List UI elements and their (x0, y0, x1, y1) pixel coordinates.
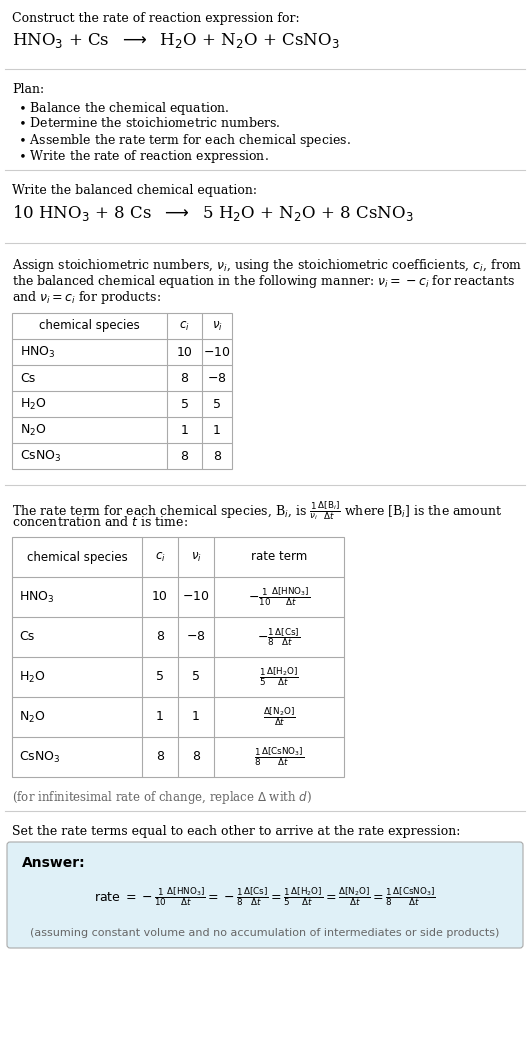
Text: 5: 5 (192, 670, 200, 683)
Text: and $\nu_i = c_i$ for products:: and $\nu_i = c_i$ for products: (12, 289, 161, 306)
Text: Write the balanced chemical equation:: Write the balanced chemical equation: (12, 184, 257, 197)
Text: $\bullet$ Balance the chemical equation.: $\bullet$ Balance the chemical equation. (18, 100, 229, 117)
Text: $c_i$: $c_i$ (179, 319, 190, 333)
Text: $-\frac{1}{8}\frac{\Delta[\mathrm{Cs}]}{\Delta t}$: $-\frac{1}{8}\frac{\Delta[\mathrm{Cs}]}{… (258, 627, 301, 647)
Text: 1: 1 (213, 424, 221, 436)
Text: $\nu_i$: $\nu_i$ (211, 319, 223, 333)
Text: Set the rate terms equal to each other to arrive at the rate expression:: Set the rate terms equal to each other t… (12, 825, 461, 838)
Text: Answer:: Answer: (22, 856, 86, 870)
Text: Cs: Cs (20, 371, 36, 385)
Text: H$_2$O: H$_2$O (20, 396, 47, 411)
Text: $-8$: $-8$ (207, 371, 227, 385)
Text: 1: 1 (181, 424, 189, 436)
Text: Construct the rate of reaction expression for:: Construct the rate of reaction expressio… (12, 12, 299, 25)
Text: 10: 10 (176, 345, 192, 359)
Text: $\frac{1}{5}\frac{\Delta[\mathrm{H_2O}]}{\Delta t}$: $\frac{1}{5}\frac{\Delta[\mathrm{H_2O}]}… (259, 665, 299, 688)
Text: 1: 1 (192, 710, 200, 724)
Text: 8: 8 (181, 450, 189, 462)
Text: HNO$_3$: HNO$_3$ (19, 590, 55, 605)
Text: $\frac{\Delta[\mathrm{N_2O}]}{\Delta t}$: $\frac{\Delta[\mathrm{N_2O}]}{\Delta t}$ (263, 706, 295, 728)
Text: $-10$: $-10$ (203, 345, 231, 359)
Text: 5: 5 (213, 397, 221, 410)
Text: $\bullet$ Write the rate of reaction expression.: $\bullet$ Write the rate of reaction exp… (18, 147, 269, 165)
Text: $-8$: $-8$ (186, 631, 206, 643)
Text: CsNO$_3$: CsNO$_3$ (19, 749, 60, 765)
Text: the balanced chemical equation in the following manner: $\nu_i = -c_i$ for react: the balanced chemical equation in the fo… (12, 273, 515, 290)
Text: Plan:: Plan: (12, 83, 44, 96)
Text: N$_2$O: N$_2$O (20, 423, 47, 437)
Text: Assign stoichiometric numbers, $\nu_i$, using the stoichiometric coefficients, $: Assign stoichiometric numbers, $\nu_i$, … (12, 257, 522, 274)
Text: $c_i$: $c_i$ (155, 550, 165, 564)
Text: $-\frac{1}{10}\frac{\Delta[\mathrm{HNO_3}]}{\Delta t}$: $-\frac{1}{10}\frac{\Delta[\mathrm{HNO_3… (248, 586, 310, 609)
Text: chemical species: chemical species (39, 319, 140, 333)
Text: $\bullet$ Assemble the rate term for each chemical species.: $\bullet$ Assemble the rate term for eac… (18, 132, 351, 149)
FancyBboxPatch shape (7, 842, 523, 948)
Text: 8: 8 (213, 450, 221, 462)
Text: CsNO$_3$: CsNO$_3$ (20, 449, 61, 463)
Text: HNO$_3$: HNO$_3$ (20, 344, 56, 360)
Text: $\frac{1}{8}\frac{\Delta[\mathrm{CsNO_3}]}{\Delta t}$: $\frac{1}{8}\frac{\Delta[\mathrm{CsNO_3}… (254, 746, 304, 769)
Text: (for infinitesimal rate of change, replace $\Delta$ with $d$): (for infinitesimal rate of change, repla… (12, 789, 312, 806)
Text: 1: 1 (156, 710, 164, 724)
Text: $\nu_i$: $\nu_i$ (191, 550, 201, 564)
Text: (assuming constant volume and no accumulation of intermediates or side products): (assuming constant volume and no accumul… (30, 928, 500, 938)
Text: 8: 8 (156, 750, 164, 764)
Text: Cs: Cs (19, 631, 34, 643)
Text: N$_2$O: N$_2$O (19, 709, 46, 725)
Text: 5: 5 (181, 397, 189, 410)
Text: chemical species: chemical species (26, 550, 127, 564)
Text: 10 HNO$_3$ + 8 Cs  $\longrightarrow$  5 H$_2$O + N$_2$O + 8 CsNO$_3$: 10 HNO$_3$ + 8 Cs $\longrightarrow$ 5 H$… (12, 203, 413, 223)
Text: The rate term for each chemical species, B$_i$, is $\frac{1}{\nu_i}\frac{\Delta[: The rate term for each chemical species,… (12, 499, 502, 522)
Text: 10: 10 (152, 591, 168, 604)
Text: HNO$_3$ + Cs  $\longrightarrow$  H$_2$O + N$_2$O + CsNO$_3$: HNO$_3$ + Cs $\longrightarrow$ H$_2$O + … (12, 31, 340, 50)
Text: rate $= -\frac{1}{10}\frac{\Delta[\mathrm{HNO_3}]}{\Delta t} = -\frac{1}{8}\frac: rate $= -\frac{1}{10}\frac{\Delta[\mathr… (94, 886, 436, 908)
Text: H$_2$O: H$_2$O (19, 669, 46, 684)
Text: $\bullet$ Determine the stoichiometric numbers.: $\bullet$ Determine the stoichiometric n… (18, 116, 280, 130)
Text: $-10$: $-10$ (182, 591, 210, 604)
Text: 8: 8 (181, 371, 189, 385)
Text: 8: 8 (156, 631, 164, 643)
Text: rate term: rate term (251, 550, 307, 564)
Text: 5: 5 (156, 670, 164, 683)
Text: concentration and $t$ is time:: concentration and $t$ is time: (12, 515, 188, 529)
Text: 8: 8 (192, 750, 200, 764)
